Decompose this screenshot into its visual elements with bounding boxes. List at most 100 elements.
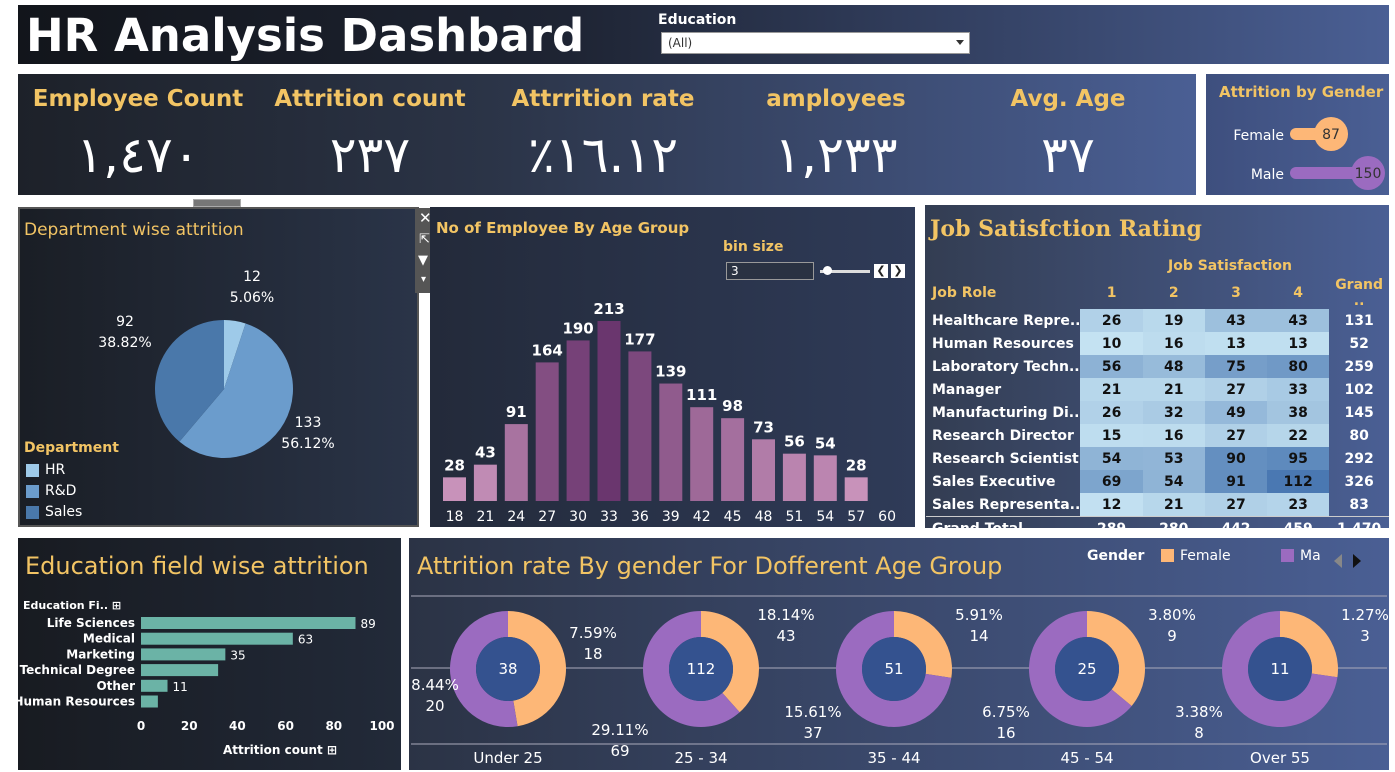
col-header: 4 xyxy=(1293,285,1304,301)
age-bar-label: 28 xyxy=(846,456,867,474)
age-bar-48[interactable] xyxy=(752,439,775,501)
male-pct-label: 6.75% xyxy=(982,703,1030,721)
female-count-label: 3 xyxy=(1360,627,1370,645)
satisfaction-cell: 15 xyxy=(1080,424,1143,447)
gender-label-female: Female xyxy=(1233,128,1284,144)
education-filter-label: Education xyxy=(658,12,737,28)
edu-bar[interactable] xyxy=(141,695,158,708)
age-bar-51[interactable] xyxy=(782,453,806,501)
donut-female-4[interactable] xyxy=(1280,611,1338,678)
row-total-cell: 259 xyxy=(1344,358,1374,375)
col-header: 2 xyxy=(1168,285,1179,301)
age-group-label: 45 - 54 xyxy=(1060,749,1113,767)
job-role-cell: Sales Representa.. xyxy=(932,496,1081,513)
female-count-label: 9 xyxy=(1167,627,1177,645)
job-panel-title: Job Satisfction Rating xyxy=(930,216,1202,242)
donut-female-3[interactable] xyxy=(1087,611,1145,706)
education-filter-dropdown[interactable]: (All) xyxy=(661,32,970,54)
sort-icon-x[interactable]: ⊞ xyxy=(326,743,338,757)
gender-bubble-male[interactable] xyxy=(1351,156,1385,190)
popout-icon[interactable]: ⇱ xyxy=(419,232,430,247)
table-row[interactable]: Sales Executive 69 54 91 112 326 xyxy=(926,470,1389,493)
table-row[interactable]: Sales Representa.. 12 21 27 23 83 xyxy=(926,493,1389,517)
table-row[interactable]: Healthcare Repre.. 26 19 43 43 131 xyxy=(926,309,1389,332)
edu-bar[interactable] xyxy=(141,679,168,692)
age-bar-27[interactable] xyxy=(535,362,559,501)
age-bar-33[interactable] xyxy=(597,321,621,501)
male-pct-label: 3.38% xyxy=(1175,703,1223,721)
table-row[interactable]: Research Scientist 54 53 90 95 292 xyxy=(926,447,1389,470)
edu-x-tick: 60 xyxy=(277,719,294,733)
pie-value-label: 92 xyxy=(116,314,134,330)
job-role-cell: Human Resources xyxy=(932,335,1074,352)
row-total-cell: 83 xyxy=(1349,496,1369,513)
satisfaction-cell: 95 xyxy=(1267,447,1330,470)
age-bar-42[interactable] xyxy=(690,407,714,501)
age-bar-24[interactable] xyxy=(504,424,528,501)
satisfaction-cell: 21 xyxy=(1080,378,1143,401)
donut-center xyxy=(476,637,540,701)
satisfaction-cell: 27 xyxy=(1204,493,1268,517)
job-role-cell: Manufacturing Di.. xyxy=(932,404,1080,421)
legend-item-rd: R&D xyxy=(26,483,76,499)
donut-male-2[interactable] xyxy=(836,611,952,727)
filter-icon[interactable]: ▼ xyxy=(418,253,428,268)
edu-bar[interactable] xyxy=(141,617,356,629)
more-options-icon[interactable]: ▾ xyxy=(421,274,427,285)
age-tick-label: 54 xyxy=(816,509,834,525)
table-row[interactable]: Research Director 15 16 27 22 80 xyxy=(926,424,1389,447)
legend-next-icon[interactable] xyxy=(1353,554,1361,568)
edu-bar[interactable] xyxy=(141,648,226,661)
bin-size-input[interactable]: 3 xyxy=(726,262,814,280)
age-bar-57[interactable] xyxy=(844,477,868,501)
education-panel-title: Education field wise attrition xyxy=(25,552,369,580)
age-bar-39[interactable] xyxy=(659,383,683,501)
gender-value-female: 87 xyxy=(1322,127,1340,143)
age-bar-18[interactable] xyxy=(443,477,466,501)
age-tick-label: 60 xyxy=(878,509,896,525)
satisfaction-cell: 27 xyxy=(1204,424,1268,447)
chevron-down-icon[interactable] xyxy=(956,40,964,45)
page-title: HR Analysis Dashbard xyxy=(26,9,585,62)
age-bar-21[interactable] xyxy=(473,464,497,501)
donut-male-3[interactable] xyxy=(1029,611,1132,727)
satisfaction-cell: 16 xyxy=(1142,424,1205,447)
education-xlabel: Attrition count ⊞ xyxy=(223,743,338,757)
age-bar-54[interactable] xyxy=(813,455,837,501)
donut-male-1[interactable] xyxy=(643,611,740,727)
satisfaction-cell: 56 xyxy=(1080,355,1143,378)
pie-slice-sales[interactable] xyxy=(154,320,224,442)
chevron-right-icon[interactable]: ❯ xyxy=(891,264,905,278)
chevron-left-icon[interactable]: ❮ xyxy=(874,264,888,278)
donut-male-4[interactable] xyxy=(1222,611,1338,727)
table-row[interactable]: Manufacturing Di.. 26 32 49 38 145 xyxy=(926,401,1389,424)
age-bar-label: 54 xyxy=(815,434,836,452)
donut-female-1[interactable] xyxy=(701,611,759,713)
pie-slice-rd[interactable] xyxy=(179,323,293,458)
table-row[interactable]: Human Resources 10 16 13 13 52 xyxy=(926,332,1389,355)
pie-slice-hr[interactable] xyxy=(224,320,246,389)
gender-bubble-female[interactable] xyxy=(1314,117,1349,151)
legend-label-hr: HR xyxy=(45,462,66,478)
legend-item-sales: Sales xyxy=(26,504,82,520)
age-bar-36[interactable] xyxy=(628,351,652,501)
satisfaction-cell: 75 xyxy=(1204,355,1268,378)
table-row[interactable]: Laboratory Techn.. 56 48 75 80 259 xyxy=(926,355,1389,378)
edu-category-label: Life Sciences xyxy=(47,616,135,630)
male-count-label: 20 xyxy=(425,697,444,715)
table-row[interactable]: Manager 21 21 27 33 102 xyxy=(926,378,1389,401)
age-bar-30[interactable] xyxy=(566,340,590,501)
legend-prev-icon[interactable] xyxy=(1334,554,1342,568)
close-icon[interactable]: ✕ xyxy=(419,209,432,227)
donut-male-0[interactable] xyxy=(450,611,518,727)
age-bar-45[interactable] xyxy=(721,418,745,501)
male-pct-label: 29.11% xyxy=(591,721,648,739)
sort-icon[interactable]: ⊞ xyxy=(111,599,122,612)
edu-bar[interactable] xyxy=(141,632,293,645)
donut-female-0[interactable] xyxy=(508,611,566,727)
bin-size-slider[interactable] xyxy=(820,266,870,275)
satisfaction-cell: 53 xyxy=(1142,447,1205,470)
donut-female-2[interactable] xyxy=(894,611,952,678)
drag-handle[interactable] xyxy=(193,199,241,207)
edu-bar[interactable] xyxy=(141,664,219,677)
